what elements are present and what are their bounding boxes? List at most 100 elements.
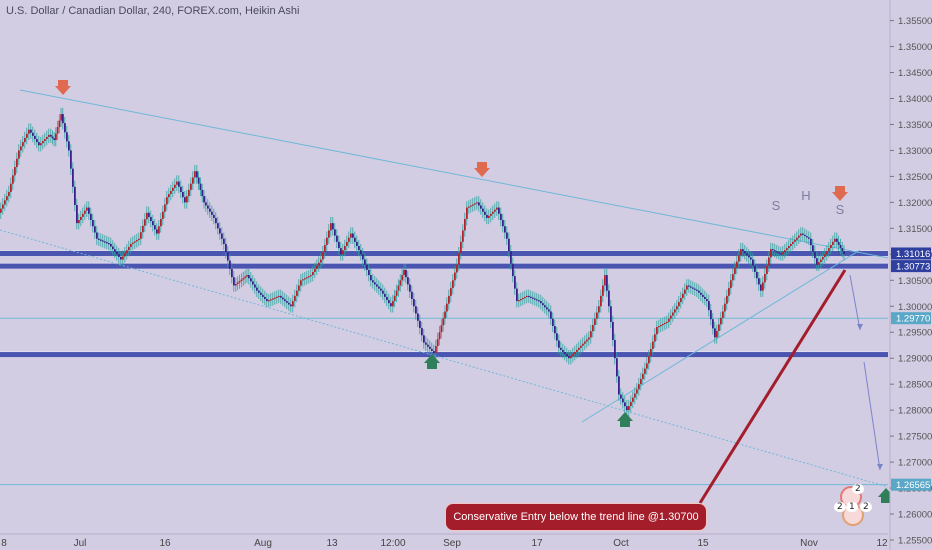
candle-body — [110, 243, 112, 247]
candle-body — [552, 318, 554, 326]
candle-body — [660, 324, 662, 327]
candle-body — [413, 298, 415, 307]
candle-body — [199, 183, 202, 190]
candle-body — [666, 321, 668, 324]
candle-body — [138, 238, 140, 241]
candle-body — [446, 303, 448, 312]
chart-title: U.S. Dollar / Canadian Dollar, 240, FORE… — [6, 5, 300, 17]
buy-arrow-icon — [424, 354, 440, 369]
candle-body — [732, 274, 734, 281]
candle-body — [338, 241, 340, 249]
candle-body — [456, 264, 458, 273]
candle-body — [590, 331, 592, 338]
x-tick-label: Sep — [443, 538, 461, 549]
candle-body — [742, 249, 744, 252]
candle-body — [600, 295, 602, 307]
candle-body — [227, 252, 229, 261]
candle-body — [756, 271, 758, 279]
candle-body — [734, 267, 736, 275]
event-count-badge: 2 — [860, 502, 872, 512]
candle-body — [419, 320, 421, 329]
candle-body — [328, 230, 330, 238]
candle-body — [178, 181, 180, 187]
candle-body — [246, 275, 248, 277]
candle-body — [566, 354, 568, 357]
candle-body — [694, 288, 696, 290]
candle-body — [786, 248, 788, 251]
candle-body — [792, 241, 794, 244]
candle-body — [160, 219, 162, 227]
candle-body — [740, 249, 742, 256]
candle-body — [536, 299, 538, 301]
candle-body — [196, 171, 198, 178]
event-count-badge: 2 — [834, 502, 846, 512]
candle-body — [794, 239, 796, 242]
candle-body — [423, 335, 425, 343]
candle-body — [436, 339, 439, 347]
candle-body — [508, 238, 510, 252]
candle-body — [278, 295, 280, 298]
candle-body — [594, 318, 596, 325]
candle-body — [250, 278, 252, 282]
candle-body — [86, 207, 88, 211]
candle-body — [448, 295, 450, 304]
candle-body — [2, 204, 4, 209]
candle-body — [346, 241, 348, 247]
candle-body — [644, 368, 646, 374]
candle-body — [386, 296, 388, 301]
candle-body — [572, 354, 574, 357]
candle-body — [350, 233, 352, 238]
candle-body — [221, 233, 223, 239]
candle-body — [427, 344, 429, 347]
candle-body — [74, 186, 76, 205]
candle-body — [12, 175, 14, 184]
candle-body — [514, 276, 516, 289]
x-tick-label: Nov — [800, 538, 818, 549]
candle-body — [676, 306, 678, 310]
candle-body — [344, 246, 346, 251]
candle-body — [240, 279, 243, 282]
candle-body — [490, 213, 492, 216]
y-tick-label: 1.28000 — [898, 406, 932, 417]
candle-body — [18, 150, 20, 159]
economic-events-badges[interactable]: 2 2 1 2 — [834, 484, 876, 528]
candle-body — [78, 220, 80, 224]
candle-body — [68, 141, 70, 151]
candle-body — [166, 197, 168, 205]
candle-body — [484, 211, 486, 215]
entry-callout: Conservative Entry below the trend line … — [445, 503, 707, 531]
projection-arrowhead — [857, 324, 863, 330]
candle-body — [360, 250, 362, 255]
upper-trendline — [19, 89, 889, 259]
candle-body — [444, 311, 446, 319]
candle-body — [322, 252, 324, 260]
candle-body — [42, 141, 44, 144]
candle-body — [632, 397, 634, 402]
price-label-text: 1.26565 — [896, 480, 930, 491]
candle-body — [417, 313, 419, 321]
candle-body — [264, 296, 266, 299]
candle-body — [390, 303, 392, 307]
candle-body — [266, 298, 268, 302]
candle-body — [562, 349, 564, 352]
price-axis — [890, 0, 932, 550]
candle-body — [292, 301, 294, 307]
candle-body — [174, 184, 176, 188]
candle-body — [668, 318, 670, 322]
candle-body — [818, 262, 820, 265]
candle-body — [784, 250, 786, 253]
candle-body — [4, 200, 6, 205]
red-entry-trendline — [698, 269, 847, 504]
candle-body — [498, 207, 500, 214]
candle-body — [388, 300, 390, 304]
candle-body — [678, 302, 680, 307]
candle-body — [592, 324, 594, 332]
candle-body — [116, 251, 118, 255]
candle-body — [642, 373, 644, 379]
candle-body — [8, 191, 10, 197]
candle-body — [197, 177, 200, 184]
candle-body — [380, 288, 382, 291]
candle-body — [684, 289, 686, 294]
